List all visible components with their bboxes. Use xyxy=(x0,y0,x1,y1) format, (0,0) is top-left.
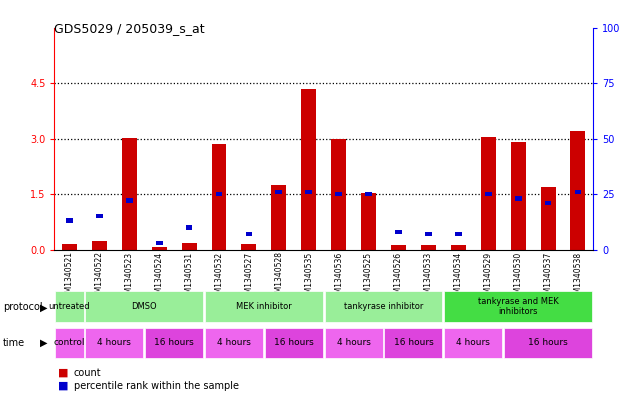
Text: MEK inhibitor: MEK inhibitor xyxy=(236,302,292,311)
Bar xyxy=(444,291,592,322)
Text: 16 hours: 16 hours xyxy=(394,338,433,347)
Text: percentile rank within the sample: percentile rank within the sample xyxy=(74,381,238,391)
Text: GSM1340536: GSM1340536 xyxy=(334,252,343,303)
Text: 4 hours: 4 hours xyxy=(337,338,370,347)
Bar xyxy=(212,144,226,250)
Bar xyxy=(545,201,551,205)
Bar xyxy=(335,192,342,196)
Text: GSM1340535: GSM1340535 xyxy=(304,252,313,303)
Bar xyxy=(504,328,592,358)
Text: GSM1340530: GSM1340530 xyxy=(513,252,522,303)
Bar xyxy=(511,142,526,250)
Text: GSM1340523: GSM1340523 xyxy=(125,252,134,303)
Bar xyxy=(324,328,383,358)
Text: GSM1340526: GSM1340526 xyxy=(394,252,403,303)
Bar xyxy=(574,189,581,194)
Bar xyxy=(570,131,585,250)
Bar xyxy=(301,88,316,250)
Text: 16 hours: 16 hours xyxy=(154,338,194,347)
Text: 16 hours: 16 hours xyxy=(528,338,568,347)
Bar xyxy=(215,192,222,196)
Bar xyxy=(421,245,436,250)
Text: ▶: ▶ xyxy=(40,302,47,312)
Bar xyxy=(92,241,107,250)
Bar xyxy=(444,328,503,358)
Text: ▶: ▶ xyxy=(40,338,47,348)
Text: GSM1340532: GSM1340532 xyxy=(215,252,224,303)
Text: tankyrase and MEK
inhibitors: tankyrase and MEK inhibitors xyxy=(478,297,558,316)
Text: GSM1340525: GSM1340525 xyxy=(364,252,373,303)
Text: DMSO: DMSO xyxy=(131,302,157,311)
Bar xyxy=(485,192,492,196)
Bar xyxy=(55,328,83,358)
Text: GSM1340533: GSM1340533 xyxy=(424,252,433,303)
Bar xyxy=(55,291,83,322)
Bar xyxy=(305,189,312,194)
Text: GSM1340521: GSM1340521 xyxy=(65,252,74,303)
Text: ■: ■ xyxy=(58,367,68,378)
Bar xyxy=(85,291,203,322)
Bar xyxy=(361,193,376,250)
Bar xyxy=(205,291,323,322)
Text: tankyrase inhibitor: tankyrase inhibitor xyxy=(344,302,423,311)
Bar xyxy=(271,185,287,250)
Text: time: time xyxy=(3,338,26,348)
Text: GSM1340529: GSM1340529 xyxy=(484,252,493,303)
Text: count: count xyxy=(74,367,101,378)
Bar xyxy=(145,328,203,358)
Bar xyxy=(451,245,466,250)
Bar xyxy=(391,245,406,250)
Bar xyxy=(126,198,133,203)
Text: 16 hours: 16 hours xyxy=(274,338,313,347)
Bar xyxy=(205,328,263,358)
Bar xyxy=(324,291,442,322)
Text: ■: ■ xyxy=(58,381,68,391)
Bar xyxy=(85,328,144,358)
Bar xyxy=(152,247,167,250)
Bar xyxy=(62,244,77,250)
Bar xyxy=(425,232,432,236)
Bar xyxy=(481,137,495,250)
Text: GSM1340538: GSM1340538 xyxy=(574,252,583,303)
Bar xyxy=(242,244,256,250)
Text: GSM1340537: GSM1340537 xyxy=(544,252,553,303)
Text: GSM1340531: GSM1340531 xyxy=(185,252,194,303)
Text: GDS5029 / 205039_s_at: GDS5029 / 205039_s_at xyxy=(54,22,205,35)
Text: GSM1340528: GSM1340528 xyxy=(274,252,283,303)
Bar xyxy=(156,241,163,245)
Bar xyxy=(395,230,402,234)
Bar xyxy=(331,139,346,250)
Text: control: control xyxy=(54,338,85,347)
Bar xyxy=(365,192,372,196)
Bar xyxy=(181,243,197,250)
Bar xyxy=(66,219,73,223)
Bar xyxy=(246,232,253,236)
Bar xyxy=(515,196,522,201)
Text: GSM1340522: GSM1340522 xyxy=(95,252,104,303)
Text: GSM1340534: GSM1340534 xyxy=(454,252,463,303)
Bar xyxy=(540,187,556,250)
Bar xyxy=(385,328,442,358)
Text: 4 hours: 4 hours xyxy=(456,338,490,347)
Bar xyxy=(122,138,137,250)
Text: GSM1340524: GSM1340524 xyxy=(154,252,163,303)
Text: protocol: protocol xyxy=(3,302,43,312)
Text: 4 hours: 4 hours xyxy=(217,338,251,347)
Text: GSM1340527: GSM1340527 xyxy=(244,252,253,303)
Bar xyxy=(186,225,192,230)
Bar xyxy=(276,189,282,194)
Bar xyxy=(455,232,462,236)
Text: untreated: untreated xyxy=(49,302,90,311)
Text: 4 hours: 4 hours xyxy=(97,338,131,347)
Bar xyxy=(96,214,103,219)
Bar xyxy=(265,328,323,358)
